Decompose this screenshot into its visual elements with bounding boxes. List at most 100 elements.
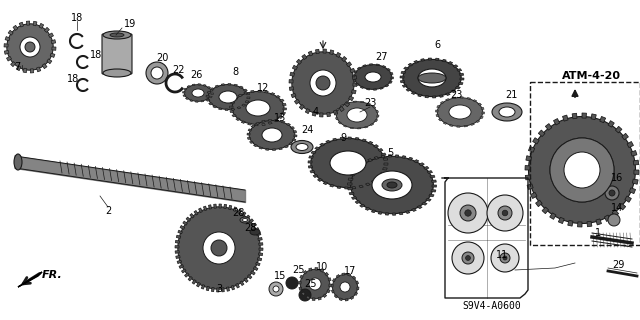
Polygon shape bbox=[384, 163, 388, 165]
Circle shape bbox=[500, 253, 510, 263]
Polygon shape bbox=[568, 220, 573, 226]
Polygon shape bbox=[192, 280, 196, 284]
Polygon shape bbox=[527, 184, 533, 189]
Polygon shape bbox=[531, 192, 537, 198]
Circle shape bbox=[503, 256, 507, 260]
Polygon shape bbox=[385, 85, 388, 87]
Text: 15: 15 bbox=[274, 271, 286, 281]
Polygon shape bbox=[389, 81, 392, 83]
Polygon shape bbox=[283, 108, 287, 110]
Text: 18: 18 bbox=[90, 50, 102, 60]
Polygon shape bbox=[186, 217, 191, 221]
Polygon shape bbox=[377, 115, 379, 117]
Polygon shape bbox=[353, 83, 357, 86]
Polygon shape bbox=[429, 194, 434, 197]
Polygon shape bbox=[339, 107, 344, 112]
Polygon shape bbox=[328, 278, 331, 281]
Polygon shape bbox=[255, 122, 260, 124]
Polygon shape bbox=[278, 116, 283, 118]
Polygon shape bbox=[558, 217, 564, 224]
Polygon shape bbox=[203, 84, 206, 86]
Polygon shape bbox=[234, 98, 238, 100]
Polygon shape bbox=[230, 110, 234, 113]
Text: 26: 26 bbox=[190, 70, 202, 80]
Polygon shape bbox=[183, 221, 188, 225]
Polygon shape bbox=[23, 68, 27, 73]
Polygon shape bbox=[356, 281, 358, 284]
Text: 22: 22 bbox=[172, 65, 184, 75]
Polygon shape bbox=[432, 185, 436, 187]
Polygon shape bbox=[248, 275, 252, 279]
Ellipse shape bbox=[351, 156, 433, 214]
Polygon shape bbox=[255, 262, 260, 266]
Polygon shape bbox=[207, 91, 211, 93]
Polygon shape bbox=[300, 104, 304, 109]
Polygon shape bbox=[294, 135, 297, 137]
Polygon shape bbox=[175, 240, 180, 243]
Polygon shape bbox=[632, 179, 638, 184]
Text: 8: 8 bbox=[232, 67, 238, 77]
Polygon shape bbox=[376, 110, 378, 112]
Polygon shape bbox=[321, 269, 324, 272]
Bar bbox=[530, 82, 640, 245]
Polygon shape bbox=[604, 215, 611, 221]
Polygon shape bbox=[224, 204, 227, 209]
Polygon shape bbox=[354, 71, 357, 73]
Circle shape bbox=[299, 289, 311, 301]
Polygon shape bbox=[182, 269, 186, 273]
Polygon shape bbox=[237, 107, 241, 109]
Polygon shape bbox=[281, 121, 285, 123]
Polygon shape bbox=[633, 160, 639, 165]
Text: 25: 25 bbox=[292, 265, 304, 275]
Polygon shape bbox=[348, 183, 352, 185]
Polygon shape bbox=[238, 94, 243, 97]
Polygon shape bbox=[299, 287, 302, 290]
Polygon shape bbox=[301, 292, 305, 296]
Polygon shape bbox=[278, 148, 282, 150]
Polygon shape bbox=[206, 95, 209, 97]
Polygon shape bbox=[343, 125, 347, 127]
Polygon shape bbox=[545, 124, 552, 130]
Polygon shape bbox=[308, 156, 314, 158]
Polygon shape bbox=[291, 127, 294, 129]
Polygon shape bbox=[536, 200, 542, 207]
Polygon shape bbox=[417, 206, 422, 209]
Polygon shape bbox=[336, 275, 340, 278]
Polygon shape bbox=[482, 112, 484, 114]
Polygon shape bbox=[439, 95, 444, 97]
Polygon shape bbox=[631, 150, 637, 156]
Polygon shape bbox=[414, 160, 419, 163]
Polygon shape bbox=[629, 188, 636, 194]
Circle shape bbox=[273, 286, 279, 292]
Polygon shape bbox=[464, 125, 468, 127]
Polygon shape bbox=[253, 267, 258, 270]
Polygon shape bbox=[225, 109, 228, 110]
Polygon shape bbox=[209, 96, 212, 98]
Text: 27: 27 bbox=[375, 52, 387, 62]
Polygon shape bbox=[426, 198, 431, 201]
Ellipse shape bbox=[437, 98, 483, 126]
Polygon shape bbox=[248, 129, 252, 131]
Polygon shape bbox=[404, 67, 409, 70]
Ellipse shape bbox=[219, 91, 237, 103]
Polygon shape bbox=[381, 153, 386, 156]
Text: 6: 6 bbox=[434, 40, 440, 50]
Polygon shape bbox=[230, 106, 233, 108]
Polygon shape bbox=[33, 21, 37, 26]
Polygon shape bbox=[336, 52, 340, 57]
Polygon shape bbox=[209, 103, 212, 105]
Polygon shape bbox=[443, 122, 447, 124]
Polygon shape bbox=[247, 133, 250, 135]
Polygon shape bbox=[289, 80, 293, 83]
Circle shape bbox=[316, 76, 330, 90]
Polygon shape bbox=[348, 137, 351, 139]
Polygon shape bbox=[600, 116, 605, 123]
Polygon shape bbox=[525, 175, 531, 180]
Polygon shape bbox=[371, 123, 374, 125]
Ellipse shape bbox=[14, 154, 22, 170]
Polygon shape bbox=[467, 98, 470, 100]
Circle shape bbox=[146, 62, 168, 84]
Polygon shape bbox=[257, 232, 261, 236]
Polygon shape bbox=[451, 90, 456, 93]
Circle shape bbox=[502, 210, 508, 216]
